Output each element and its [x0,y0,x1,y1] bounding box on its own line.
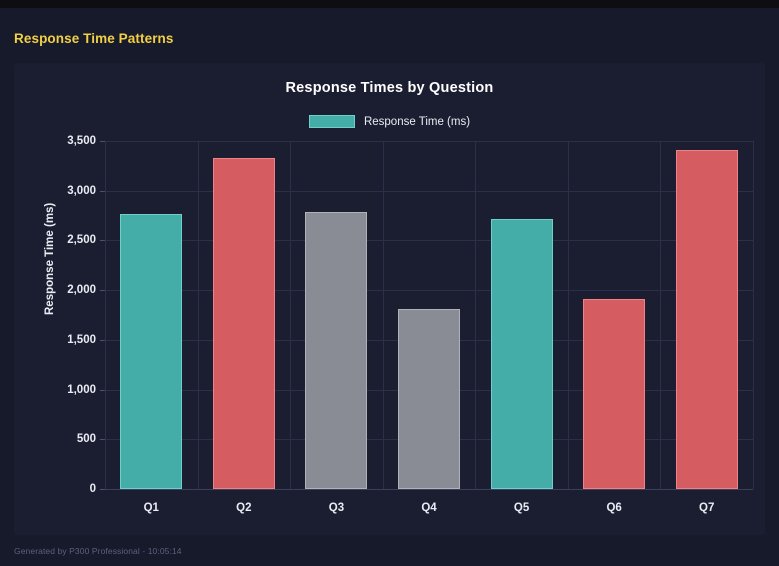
category-separator [290,141,292,489]
x-tick-label-q2: Q2 [236,502,252,514]
chart-card: Response Times by Question Response Time… [14,63,765,535]
y-tick-label: 3,000 [67,184,96,197]
y-tick-label: 3,500 [67,135,96,147]
y-tick-label: 1,000 [67,383,96,396]
x-tick-label-q4: Q4 [421,502,437,514]
plot-area: 0 500 1,000 1,500 2,000 2,500 3,000 3,500 Q1 Q2 Q… [67,135,754,514]
page-title: Response Time Patterns [14,31,174,46]
chart-title: Response Times by Question [285,80,494,96]
y-tick-mark [100,489,105,490]
gridline [105,141,753,142]
y-tick-mark [100,141,105,142]
category-separator [475,141,477,489]
y-tick-label: 1,500 [67,333,96,346]
y-tick-mark [100,339,105,341]
gridline [105,190,753,192]
y-tick-mark [100,389,105,391]
x-tick-label-q6: Q6 [606,502,622,514]
category-separator [567,141,569,489]
gridline [105,290,753,292]
chart-legend: Response Time (ms) [14,115,765,128]
category-separator [382,141,384,489]
bar-q2[interactable] [212,158,275,489]
bar-series [105,141,753,489]
category-separator [660,141,662,489]
gridline [105,489,753,490]
y-tick-label: 500 [76,433,96,446]
footer-text: Generated by P300 Professional - 10:05:1… [14,546,182,556]
y-tick-mark [100,190,105,192]
gridline [105,240,753,242]
y-tick-mark [100,439,105,441]
plot-edge [753,141,754,489]
bar-q7[interactable] [675,149,738,489]
x-tick-label-q7: Q7 [699,502,715,514]
bar-q6[interactable] [583,298,646,489]
y-axis-label: Response Time (ms) [44,202,56,315]
bar-q3[interactable] [305,211,368,489]
bar-q5[interactable] [490,219,553,489]
y-tick-label: 2,000 [67,284,96,297]
top-strip [0,0,779,8]
y-tick-mark [100,290,105,292]
x-tick-label-q3: Q3 [328,502,345,514]
y-tick-label: 2,500 [67,234,96,247]
plot-edge [105,141,106,489]
x-tick-label-q1: Q1 [143,502,159,514]
y-tick-label: 0 [89,483,96,495]
legend-label-response-time: Response Time (ms) [363,115,471,128]
y-tick-mark [100,240,105,242]
category-separator [197,141,199,489]
bar-q4[interactable] [398,309,460,489]
legend-swatch-response-time [308,115,355,128]
bar-q1[interactable] [120,214,183,489]
x-tick-label-q5: Q5 [513,502,530,514]
